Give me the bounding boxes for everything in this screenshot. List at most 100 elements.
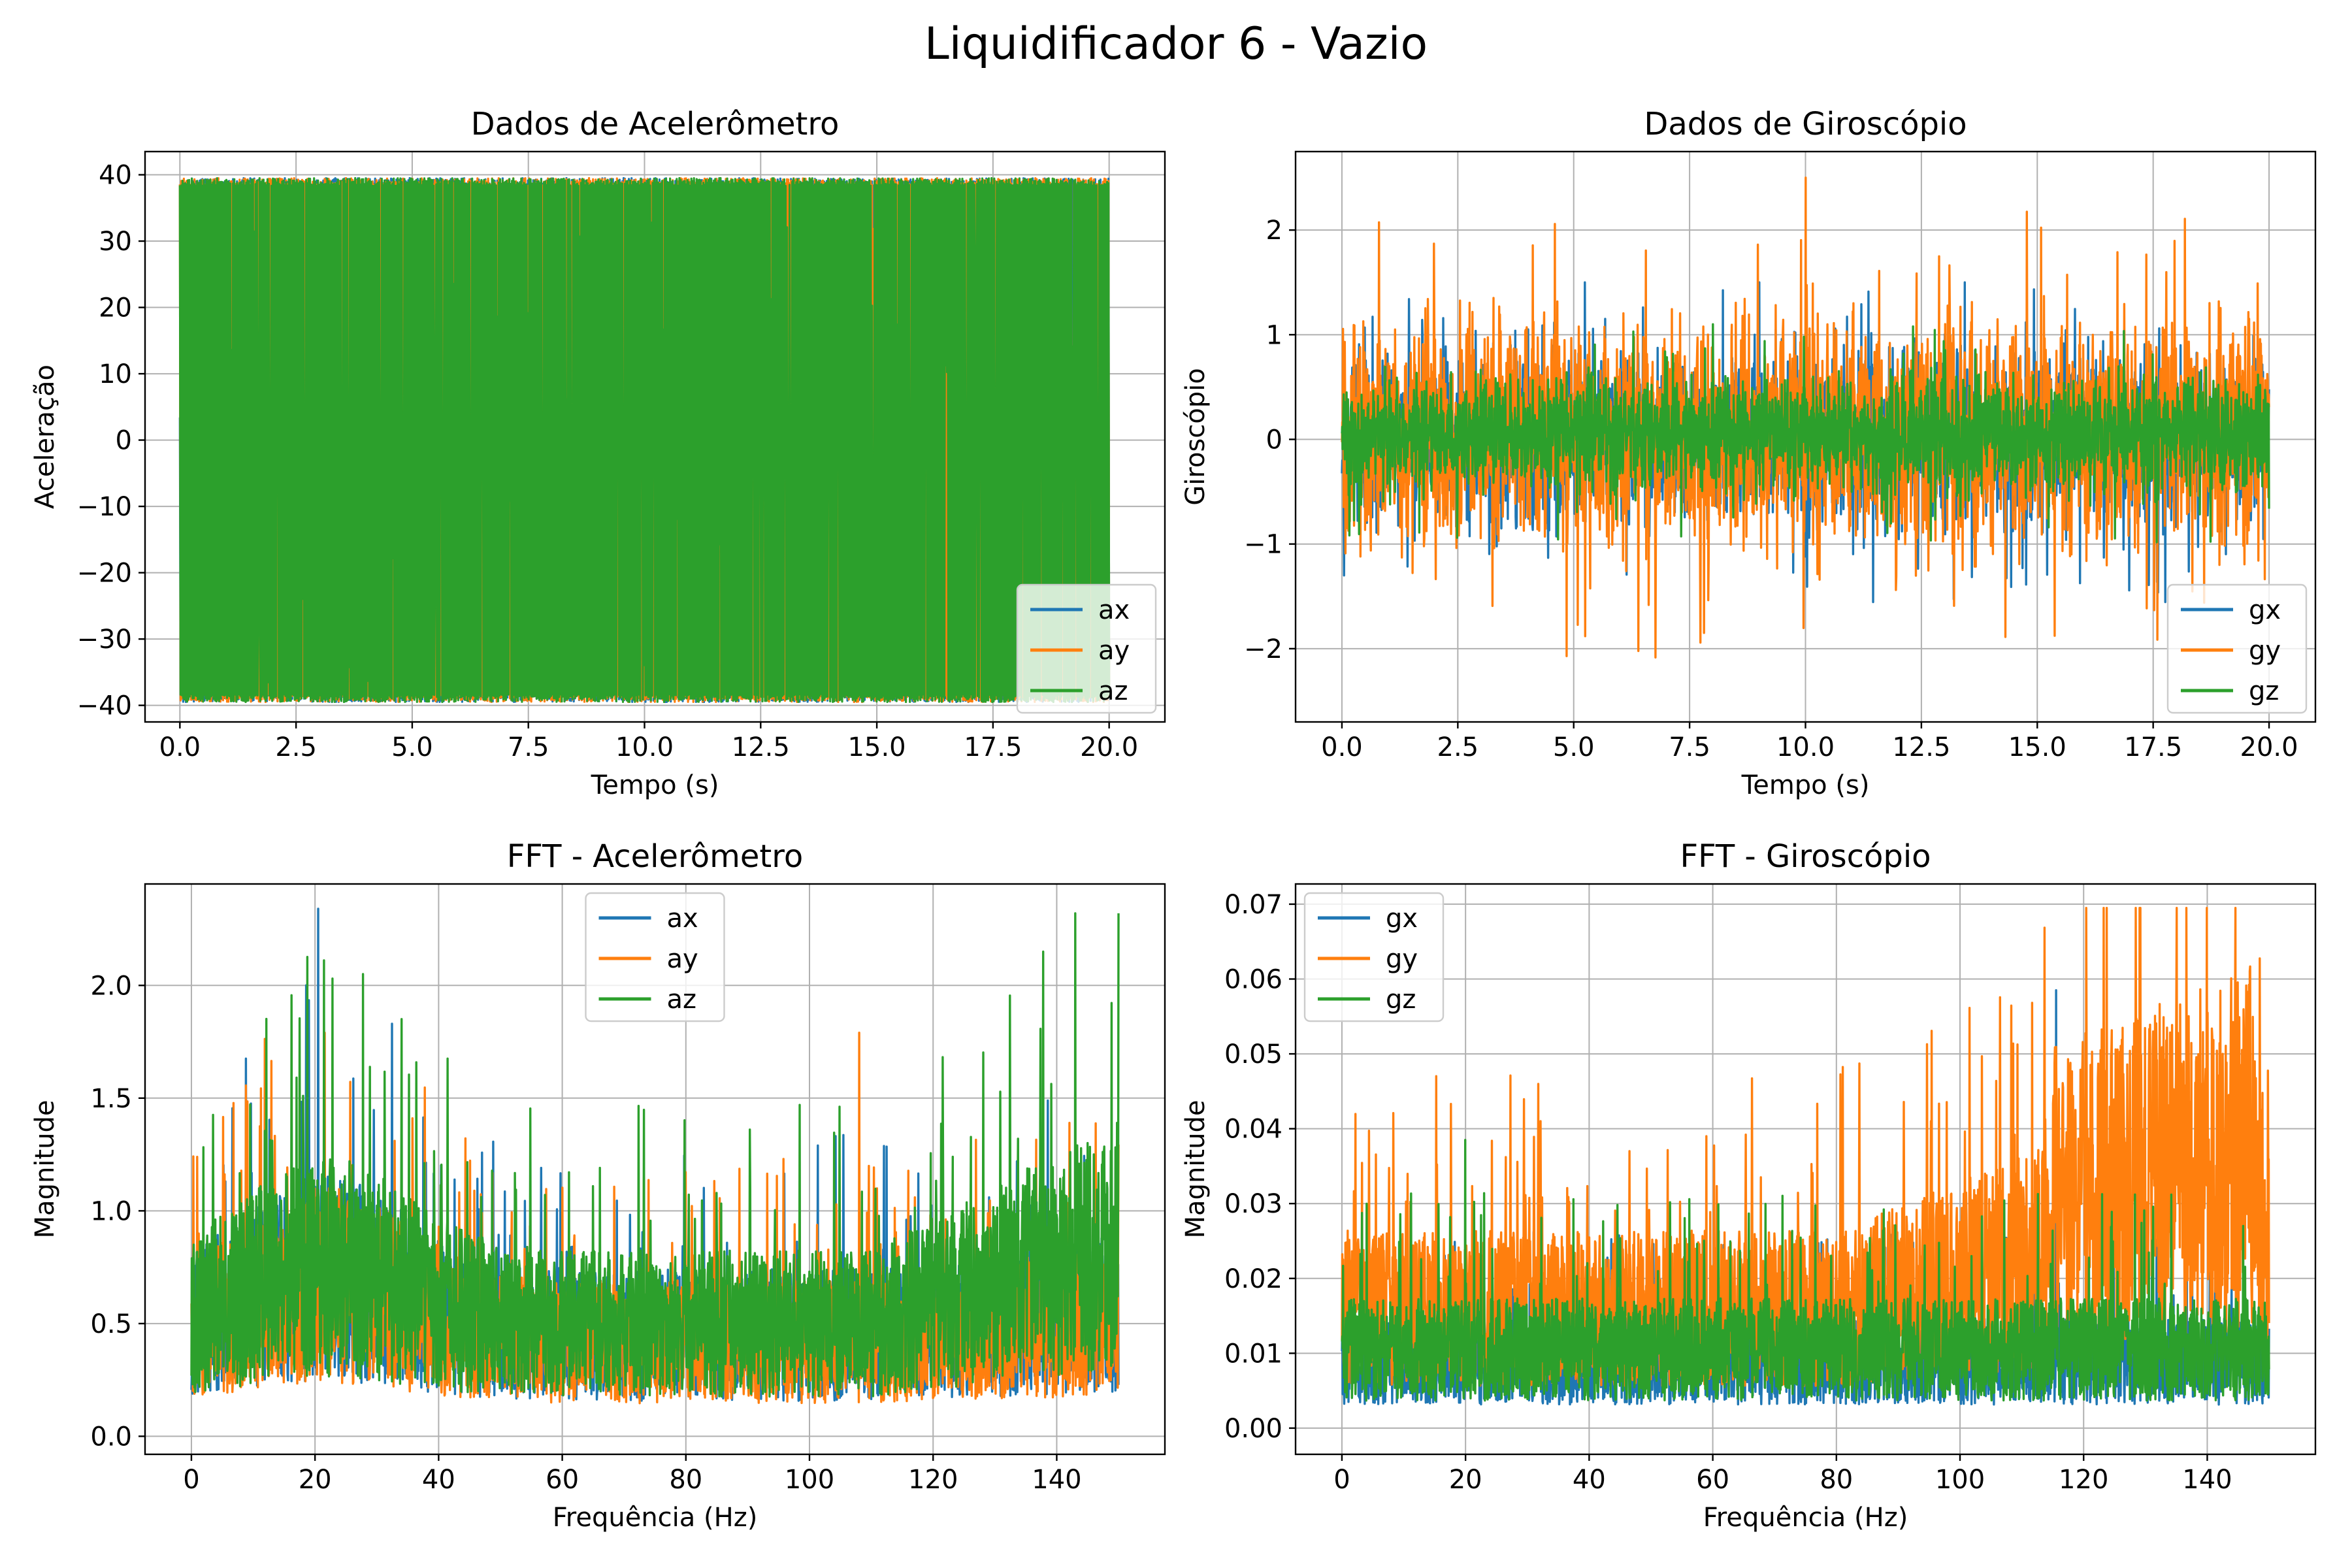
x-tick-label: 20 <box>1449 1465 1482 1495</box>
x-axis-label: Frequência (Hz) <box>553 1503 758 1533</box>
x-tick-label: 80 <box>669 1465 702 1495</box>
y-tick-label: 0.0 <box>90 1422 132 1452</box>
legend-label-ay: ay <box>667 944 698 974</box>
x-axis-label: Tempo (s) <box>1741 770 1870 800</box>
legend-label-az: az <box>667 985 697 1015</box>
x-tick-label: 120 <box>2059 1465 2108 1495</box>
axes-title: Dados de Giroscópio <box>1644 106 1967 142</box>
y-tick-label: 0.5 <box>90 1309 132 1339</box>
legend: gx gy gz <box>2166 583 2308 714</box>
legend-label-gx: gx <box>2249 595 2281 625</box>
axes-title: Dados de Acelerômetro <box>471 106 840 142</box>
y-axis-label: Magnitude <box>30 1100 60 1239</box>
x-tick-label: 15.0 <box>2008 732 2066 762</box>
y-tick-label: 1.0 <box>90 1196 132 1226</box>
x-tick-label: 15.0 <box>848 732 906 762</box>
x-tick-label: 2.5 <box>275 732 317 762</box>
x-tick-label: 0.0 <box>1321 732 1363 762</box>
x-tick-label: 0 <box>1333 1465 1350 1495</box>
y-tick-label: 20 <box>99 293 132 323</box>
y-tick-label: 0.04 <box>1224 1115 1282 1145</box>
x-tick-label: 5.0 <box>1553 732 1595 762</box>
legend-label-gy: gy <box>1386 944 1418 974</box>
x-tick-label: 120 <box>908 1465 958 1495</box>
legend: ax ay az <box>1016 583 1157 714</box>
axes-frame <box>144 883 1166 1456</box>
y-axis-label: Magnitude <box>1181 1100 1211 1239</box>
y-tick-label: 1.5 <box>90 1084 132 1114</box>
series-line-gz <box>1341 1139 2270 1402</box>
legend-label-gz: gz <box>2249 676 2279 706</box>
y-tick-label: −40 <box>77 691 132 721</box>
x-tick-label: 12.5 <box>732 732 790 762</box>
x-tick-label: 40 <box>1573 1465 1606 1495</box>
axes-gyro: 0.0 2.5 5.0 7.5 10.0 12.5 15.0 17.5 20.0 −2 −1 0 1 2 D… <box>1181 106 2317 800</box>
figure-title: Liquidificador 6 - Vazio <box>924 18 1428 70</box>
legend-box <box>2166 583 2308 714</box>
y-tick-label: 0.06 <box>1224 965 1282 995</box>
x-tick-label: 140 <box>1032 1465 1081 1495</box>
axes-acc: 0.0 2.5 5.0 7.5 10.0 12.5 15.0 17.5 20.0 −40 −30 −2… <box>30 106 1166 800</box>
x-tick-label: 12.5 <box>1892 732 1950 762</box>
x-tick-label: 60 <box>1696 1465 1729 1495</box>
y-tick-label: 2.0 <box>90 971 132 1001</box>
y-tick-label: 0 <box>116 426 132 456</box>
y-tick-label: 30 <box>99 227 132 257</box>
axes-title: FFT - Acelerômetro <box>507 838 804 875</box>
x-tick-label: 0 <box>183 1465 199 1495</box>
x-tick-label: 7.5 <box>508 732 549 762</box>
axes-fft_acc: 0 20 40 60 80 100 120 140 0.0 0.5 1.0 1.5 2.0 FFT - A… <box>30 838 1166 1533</box>
series-line-az <box>178 177 1111 704</box>
y-axis-label: Aceleração <box>30 365 60 509</box>
x-tick-label: 10.0 <box>1776 732 1835 762</box>
series-line-az <box>190 912 1120 1398</box>
x-tick-label: 80 <box>1820 1465 1853 1495</box>
x-tick-label: 2.5 <box>1437 732 1479 762</box>
legend-label-ay: ay <box>1098 636 1130 666</box>
y-tick-label: −10 <box>77 492 132 522</box>
y-tick-label: 1 <box>1266 320 1282 350</box>
legend: ax ay az <box>585 892 725 1022</box>
legend-box <box>1303 892 1445 1022</box>
y-tick-label: −2 <box>1244 634 1282 664</box>
x-tick-label: 20.0 <box>1080 732 1138 762</box>
legend-label-ax: ax <box>1098 595 1130 625</box>
x-axis-label: Tempo (s) <box>591 770 719 800</box>
x-tick-label: 7.5 <box>1669 732 1710 762</box>
x-tick-label: 40 <box>422 1465 455 1495</box>
y-tick-label: 0.05 <box>1224 1039 1282 1070</box>
legend-label-gy: gy <box>2249 636 2281 666</box>
y-tick-label: 10 <box>99 359 132 389</box>
y-tick-label: 40 <box>99 161 132 191</box>
axes-frame <box>144 150 1166 723</box>
legend: gx gy gz <box>1303 892 1445 1022</box>
legend-label-gx: gx <box>1386 904 1418 934</box>
y-tick-label: 2 <box>1266 216 1282 246</box>
x-tick-label: 17.5 <box>2124 732 2182 762</box>
x-tick-label: 20 <box>299 1465 332 1495</box>
series-line-gz <box>1341 323 2270 544</box>
legend-label-gz: gz <box>1386 985 1416 1015</box>
x-tick-label: 140 <box>2182 1465 2232 1495</box>
y-tick-label: 0.02 <box>1224 1264 1282 1294</box>
axes-fft_gyro: 0 20 40 60 80 100 120 140 0.00 0.01 0.02 0.03 0.04 0.… <box>1181 838 2317 1533</box>
y-tick-label: 0.07 <box>1224 890 1282 920</box>
y-tick-label: 0.03 <box>1224 1189 1282 1219</box>
x-tick-label: 100 <box>1935 1465 1985 1495</box>
axes-title: FFT - Giroscópio <box>1680 838 1931 875</box>
legend-box <box>1016 583 1157 714</box>
y-tick-label: 0.01 <box>1224 1339 1282 1369</box>
x-tick-label: 100 <box>785 1465 834 1495</box>
x-tick-label: 10.0 <box>615 732 674 762</box>
legend-box <box>585 892 725 1022</box>
y-tick-label: 0 <box>1266 425 1282 455</box>
x-tick-label: 60 <box>546 1465 579 1495</box>
x-tick-label: 17.5 <box>964 732 1022 762</box>
x-tick-label: 5.0 <box>391 732 433 762</box>
y-tick-label: 0.00 <box>1224 1414 1282 1444</box>
y-axis-label: Giroscópio <box>1181 368 1211 505</box>
y-tick-label: −30 <box>77 625 132 655</box>
legend-label-az: az <box>1098 676 1128 706</box>
